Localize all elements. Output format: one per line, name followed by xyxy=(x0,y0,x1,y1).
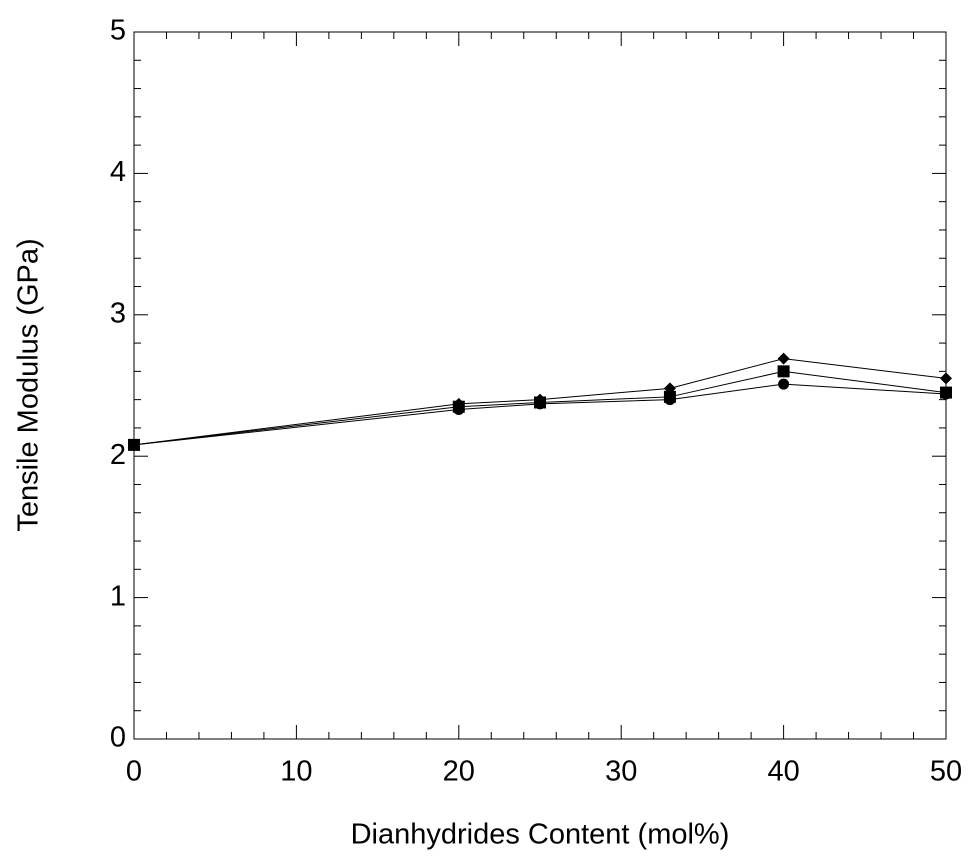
x-tick-label: 0 xyxy=(126,756,142,788)
y-tick-label: 2 xyxy=(110,439,126,471)
marker xyxy=(777,365,790,378)
marker xyxy=(128,439,140,451)
y-tick-label: 5 xyxy=(110,15,126,47)
x-tick-label: 30 xyxy=(605,756,637,788)
marker xyxy=(778,378,790,390)
marker xyxy=(453,404,465,416)
marker xyxy=(534,398,546,410)
x-tick-label: 50 xyxy=(930,756,962,788)
x-axis-title: Dianhydrides Content (mol%) xyxy=(351,819,730,851)
y-tick-label: 4 xyxy=(110,156,126,188)
marker xyxy=(777,352,790,365)
series-line xyxy=(133,358,947,446)
plot-frame xyxy=(133,31,947,740)
series-line xyxy=(133,370,947,446)
marker xyxy=(940,388,952,400)
marker xyxy=(940,372,952,385)
y-tick-label: 3 xyxy=(110,297,126,329)
x-tick-label: 20 xyxy=(443,756,475,788)
y-tick-label: 1 xyxy=(110,580,126,612)
x-tick-label: 10 xyxy=(280,756,312,788)
y-tick-label: 0 xyxy=(110,722,126,754)
y-axis-title: Tensile Modulus (GPa) xyxy=(13,238,45,531)
series-line xyxy=(133,383,947,446)
marker xyxy=(664,394,676,406)
x-tick-label: 40 xyxy=(767,756,799,788)
